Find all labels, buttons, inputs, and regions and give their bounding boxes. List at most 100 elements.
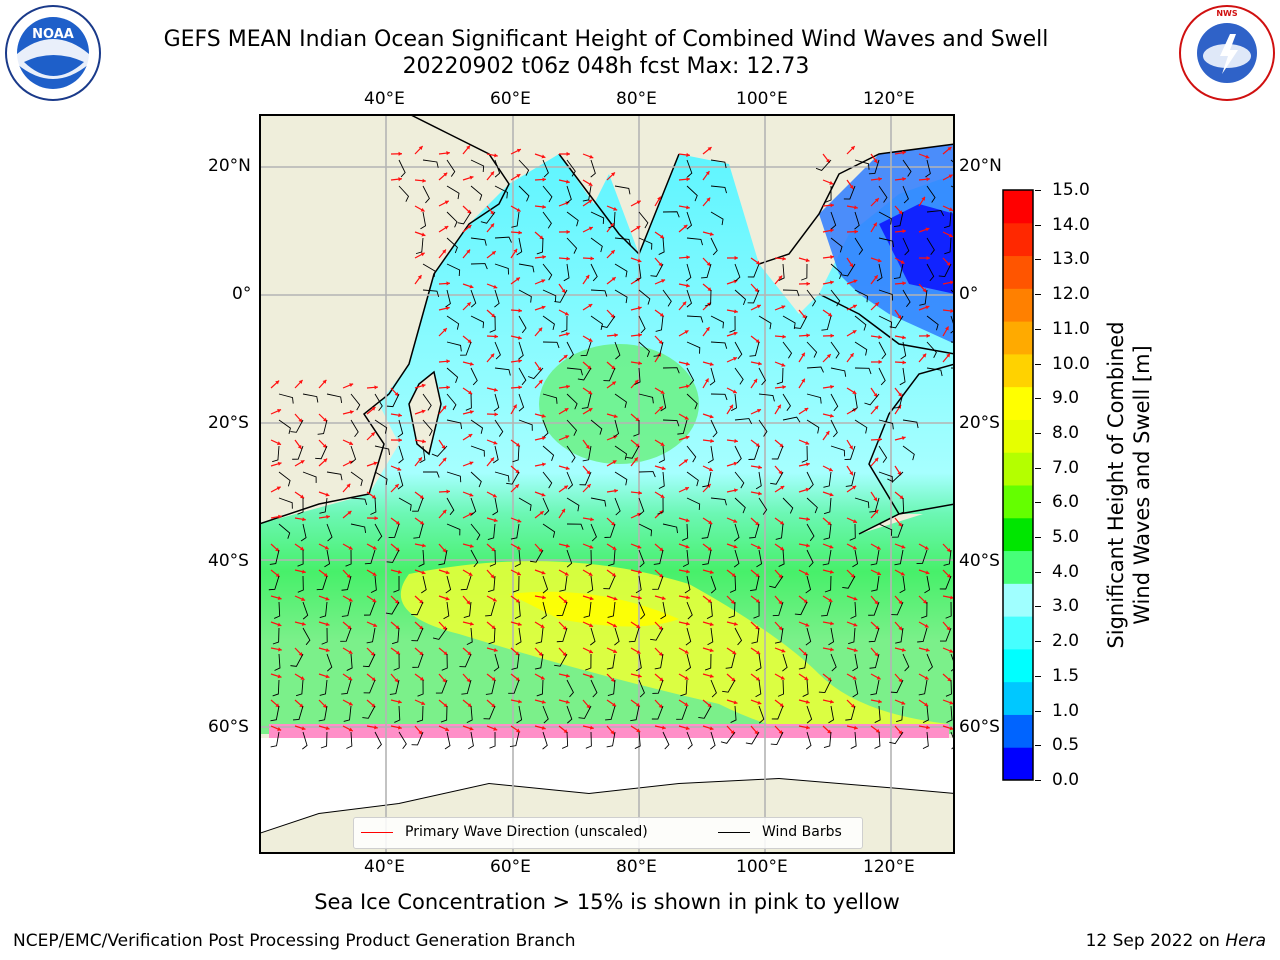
wave-arrowhead [348,460,353,465]
wind-barb [518,367,527,386]
wave-arrowhead [347,510,352,515]
wave-arrowhead [709,362,714,367]
wind-barb [470,367,478,386]
wave-arrowhead [874,405,879,410]
wave-arrowhead [900,260,905,264]
wave-arrowhead [398,151,402,156]
wave-arrowhead [949,207,953,212]
wind-barb [778,263,785,281]
wind-barb [662,367,680,374]
wind-barb [926,237,935,255]
wind-barb [435,679,448,694]
wind-barb [662,211,680,218]
wind-barb [778,549,785,567]
wave-arrowhead [659,406,663,411]
wave-arrowhead [878,699,882,704]
wind-barb [494,471,510,482]
wind-barb [420,575,427,594]
wind-barb [278,523,291,539]
chart-title: GEFS MEAN Indian Ocean Significant Heigh… [163,27,1049,52]
wave-arrowhead [660,442,665,446]
wind-barb [566,549,573,568]
wind-barb [854,315,867,331]
wave-arrowhead [373,623,378,627]
wind-barb [614,445,628,460]
wind-barb [822,549,832,566]
wave-arrowhead [539,511,544,515]
wind-barb [446,471,462,483]
wave-arrowhead [636,226,641,230]
wave-arrowhead [753,378,758,383]
wind-barb [326,653,333,672]
wind-barb [707,445,714,464]
wave-arrowhead [565,466,570,471]
wave-arrowhead [801,352,805,357]
wind-barb [566,159,576,177]
wind-barb [470,497,477,516]
wave-arrowhead [346,574,351,578]
wave-arrowhead [852,390,857,394]
wind-barb [758,315,772,330]
wave-arrowhead [586,704,591,709]
wind-barb [638,601,646,620]
wave-arrowhead [876,571,881,576]
wave-arrowhead [516,571,521,576]
wind-barb [709,367,716,386]
wave-arrowhead [852,304,857,309]
wind-barb [606,731,616,748]
wave-arrowhead [611,277,616,281]
wind-barb [889,731,904,745]
wind-barb [630,705,640,722]
wind-barb [710,393,728,401]
wave-arrowhead [542,462,546,467]
wave-arrowhead [755,573,760,577]
wind-barb [320,731,328,749]
wind-barb [274,601,281,619]
wind-barb [582,445,592,462]
wind-barb [854,341,868,356]
wave-arrowhead [442,328,447,333]
wave-arrowhead [565,673,570,678]
wind-barb [653,549,664,565]
wave-arrowhead [924,675,929,680]
wind-barb [830,367,847,377]
wave-arrowhead [565,543,570,548]
wave-arrowhead [684,649,689,654]
wind-barb [794,601,808,616]
wave-arrowhead [586,470,591,475]
wave-arrowhead [541,413,546,418]
wind-barb [350,445,357,464]
wind-barb [823,731,832,749]
wind-barb [542,471,553,489]
wave-arrowhead [418,730,423,735]
wind-barb [823,497,832,515]
wind-barb [704,653,712,671]
wind-barb [926,367,943,377]
wave-arrowhead [757,408,761,413]
wave-arrowhead [734,438,738,444]
wave-arrowhead [565,179,570,184]
wind-barb [463,601,472,618]
wave-arrowhead [637,544,642,549]
colorbar-segment [1003,583,1033,617]
wind-barb [828,627,835,646]
wind-barb [292,445,304,460]
wind-barb [432,627,448,640]
wind-barb [794,315,808,329]
wind-barb [686,471,699,487]
wind-barb [652,679,664,694]
wave-arrowhead [683,459,688,464]
wave-arrowhead [588,390,593,395]
wave-arrowhead [686,152,690,158]
barb-legend-swatch [718,832,750,833]
wave-arrowhead [467,209,472,214]
wave-arrowhead [926,725,930,730]
wind-barb [782,416,801,423]
wind-barb [489,731,496,749]
wind-barb [461,679,472,695]
wind-barb [926,653,933,672]
wave-arrowhead [878,335,882,340]
wave-arrowhead [563,729,568,733]
wind-barb [806,289,817,307]
wind-barb [536,237,544,255]
